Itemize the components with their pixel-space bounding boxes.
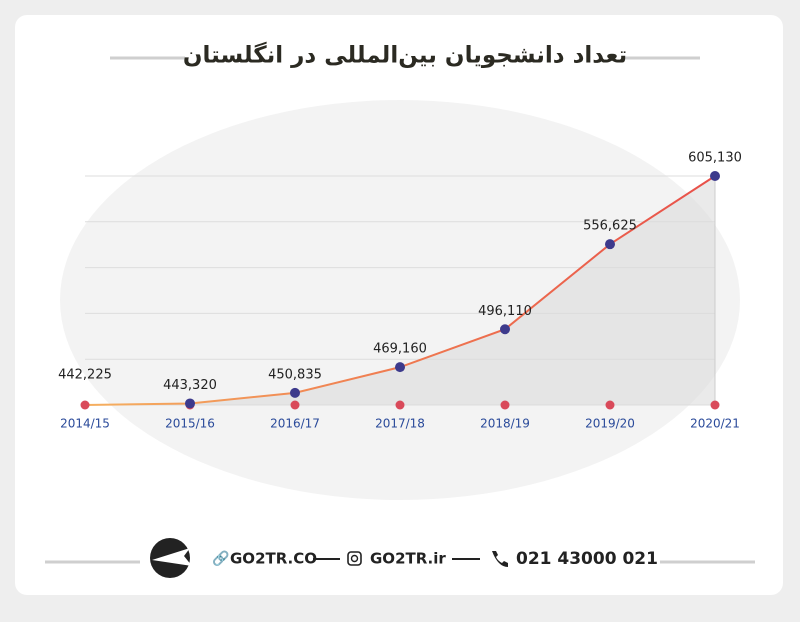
x-tick-label: 2020/21 [690, 417, 740, 431]
value-label: 496,110 [478, 304, 532, 319]
instagram-icon [350, 554, 359, 563]
point [395, 362, 405, 373]
x-tick-label: 2019/20 [585, 417, 635, 431]
point [500, 324, 510, 335]
plot: 2014/15 442,225 2015/16 443,320 2016/17 450,8… [58, 151, 742, 431]
baseline-dot [500, 400, 510, 410]
x-tick-label: 2017/18 [375, 417, 425, 431]
value-label: 443,320 [163, 378, 217, 393]
baseline-dot [395, 400, 405, 410]
point [185, 398, 195, 409]
logo-plane [152, 548, 192, 566]
value-label: 442,225 [58, 368, 112, 383]
baseline-dot [80, 400, 90, 410]
instagram-icon [347, 551, 362, 566]
x-tick-label: 2014/15 [60, 417, 110, 431]
x-tick-label: 2015/16 [165, 417, 215, 431]
baseline-dot [605, 400, 615, 410]
phone: 021 43000 021 [516, 549, 658, 569]
x-tick-label: 2016/17 [270, 417, 320, 431]
phone-icon [492, 551, 508, 567]
link-icon: 🔗 [212, 549, 230, 567]
value-label: 605,130 [688, 151, 742, 166]
point [710, 171, 720, 181]
value-label: 450,835 [268, 367, 322, 382]
value-label: 469,160 [373, 342, 427, 357]
instagram: GO2TR.ir [370, 550, 446, 568]
point [290, 387, 300, 398]
baseline-dot [710, 400, 720, 410]
chart-title: تعداد دانشجویان بین‌المللی در انگلستان [183, 42, 627, 69]
baseline-dot [290, 400, 300, 410]
value-label: 556,625 [583, 219, 637, 234]
point [605, 239, 615, 250]
website: GO2TR.CO [230, 550, 317, 568]
area [85, 176, 715, 405]
x-tick-label: 2018/19 [480, 417, 530, 431]
